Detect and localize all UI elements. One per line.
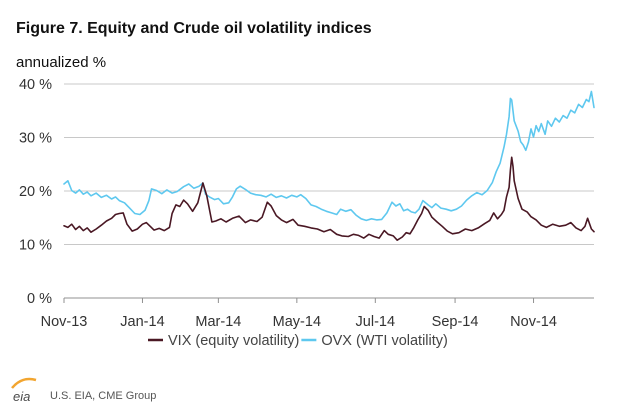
eia-logo: eia: [11, 377, 37, 404]
series-line-vix: [63, 156, 595, 241]
y-tick-label: 0 %: [27, 291, 52, 307]
legend: VIX (equity volatility) OVX (WTI volatili…: [148, 333, 448, 349]
y-axis-unit-label: annualized %: [16, 54, 106, 71]
eia-logo-text: eia: [13, 389, 30, 404]
x-tick-label: Jul-14: [356, 314, 396, 330]
series-vix: [63, 156, 595, 241]
y-axis-ticks: 0 % 10 % 20 % 30 % 40 %: [19, 77, 52, 307]
x-tick-label: Sep-14: [432, 314, 479, 330]
x-tick-label: May-14: [273, 314, 321, 330]
eia-logo-swoosh: [11, 377, 37, 389]
x-axis-ticks: Nov-13 Jan-14 Mar-14 May-14 Jul-14 Sep-14 Nov-…: [41, 298, 557, 330]
y-tick-label: 40 %: [19, 77, 52, 93]
y-tick-label: 10 %: [19, 238, 52, 254]
series-ovx: [63, 90, 595, 222]
y-tick-label: 30 %: [19, 131, 52, 147]
series-line-ovx: [63, 90, 595, 222]
x-tick-label: Jan-14: [120, 314, 164, 330]
x-tick-label: Nov-14: [510, 314, 557, 330]
source-note: U.S. EIA, CME Group: [50, 390, 156, 402]
legend-label-ovx: OVX (WTI volatility): [321, 333, 447, 349]
legend-label-vix: VIX (equity volatility): [168, 333, 299, 349]
x-tick-label: Mar-14: [195, 314, 241, 330]
x-tick-label: Nov-13: [41, 314, 88, 330]
series-lines: [63, 90, 595, 241]
gridlines: [64, 83, 594, 245]
chart-title: Figure 7. Equity and Crude oil volatilit…: [16, 20, 372, 37]
y-tick-label: 20 %: [19, 184, 52, 200]
